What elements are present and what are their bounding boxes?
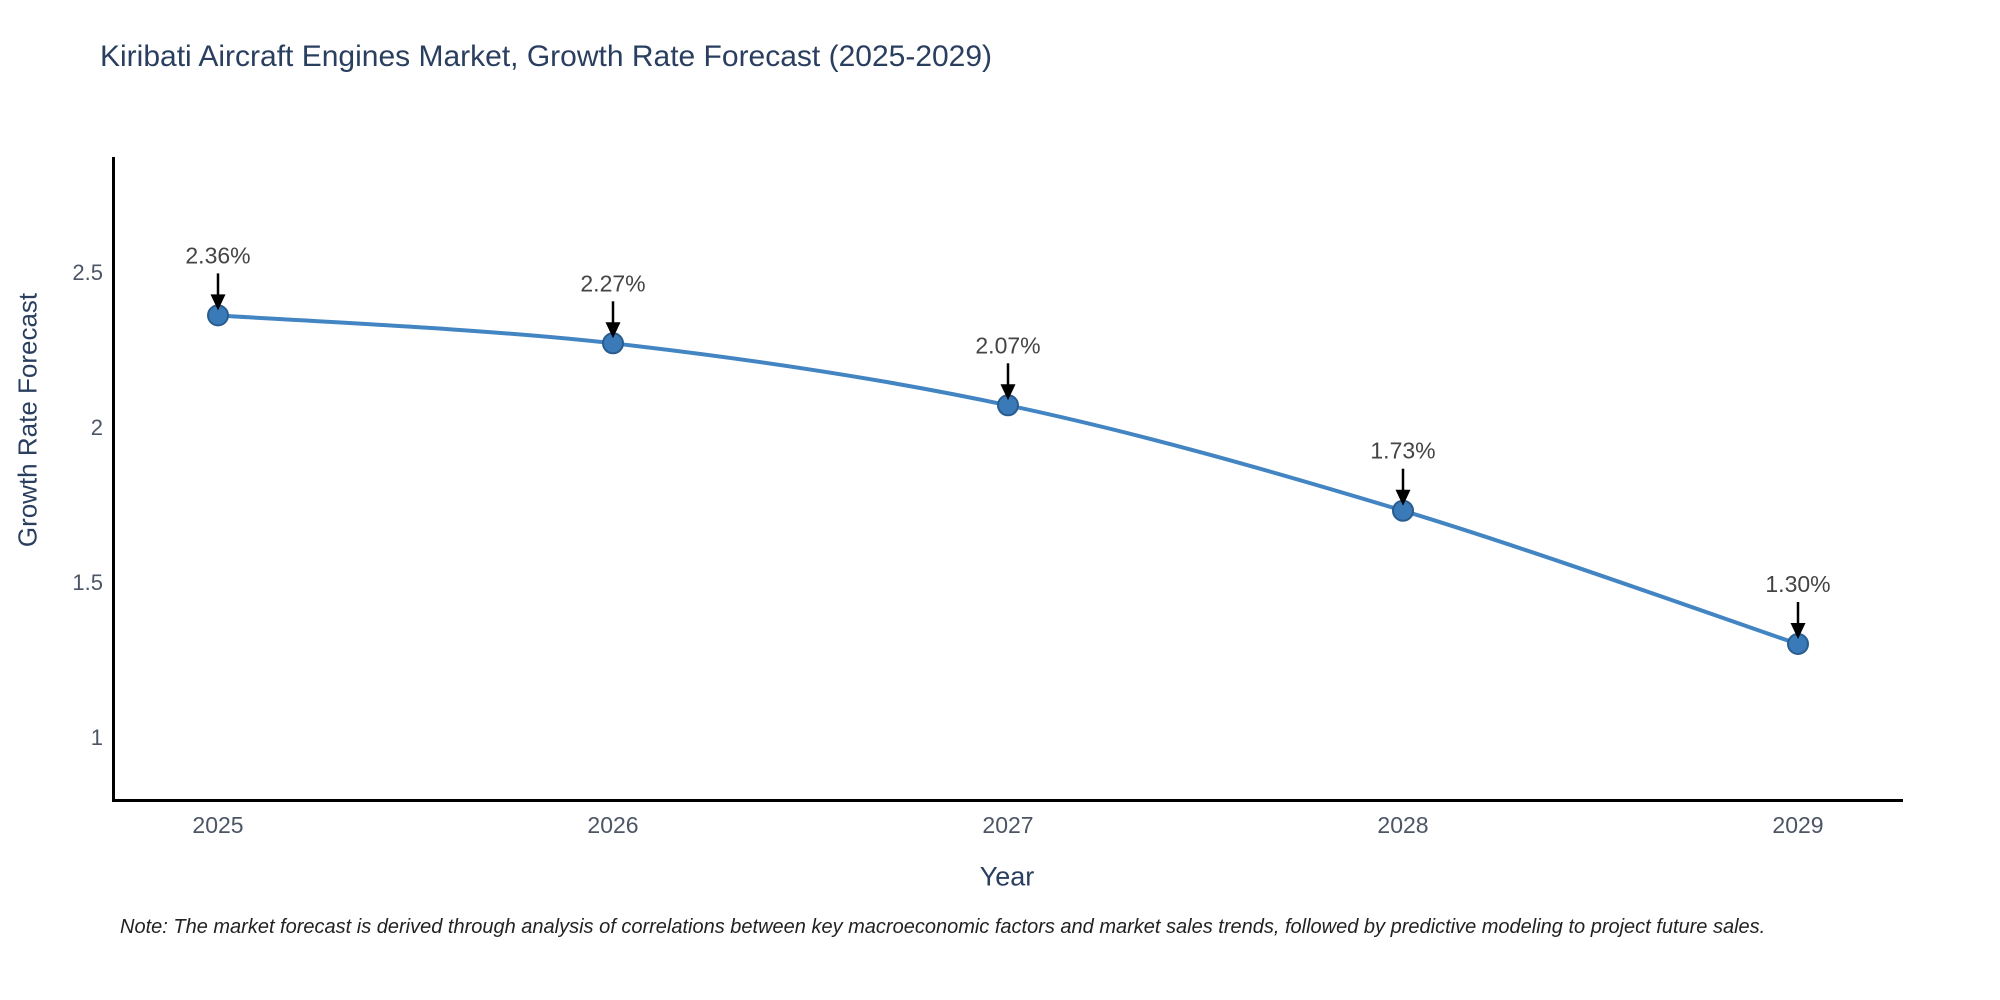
- annotation-arrow-head: [1000, 384, 1016, 401]
- x-axis-title: Year: [979, 861, 1035, 892]
- y-tick-label: 2: [91, 415, 103, 440]
- x-tick-label: 2026: [587, 812, 638, 838]
- annotation-arrow-head: [1395, 489, 1411, 506]
- data-point-value-label: 1.30%: [1765, 571, 1830, 597]
- x-tick-label: 2025: [192, 812, 243, 838]
- x-tick-label: 2027: [982, 812, 1033, 838]
- y-tick-label: 2.5: [72, 260, 103, 285]
- footnote: Note: The market forecast is derived thr…: [120, 916, 1766, 938]
- y-tick-label: 1.5: [72, 570, 103, 595]
- annotation-arrow-head: [1790, 623, 1806, 639]
- y-tick-label: 1: [91, 725, 103, 750]
- x-tick-label: 2029: [1772, 812, 1823, 838]
- data-point-value-label: 2.36%: [185, 242, 250, 268]
- data-point-value-label: 2.27%: [580, 270, 645, 296]
- annotation-arrow-head: [210, 294, 226, 311]
- data-point-value-label: 1.73%: [1370, 438, 1435, 464]
- chart-title: Kiribati Aircraft Engines Market, Growth…: [100, 40, 993, 73]
- x-axis-line: [112, 799, 1903, 802]
- annotation-arrow-head: [605, 322, 621, 339]
- x-tick-label: 2028: [1377, 812, 1428, 838]
- y-axis-line: [112, 157, 115, 802]
- data-point-value-label: 2.07%: [975, 332, 1040, 358]
